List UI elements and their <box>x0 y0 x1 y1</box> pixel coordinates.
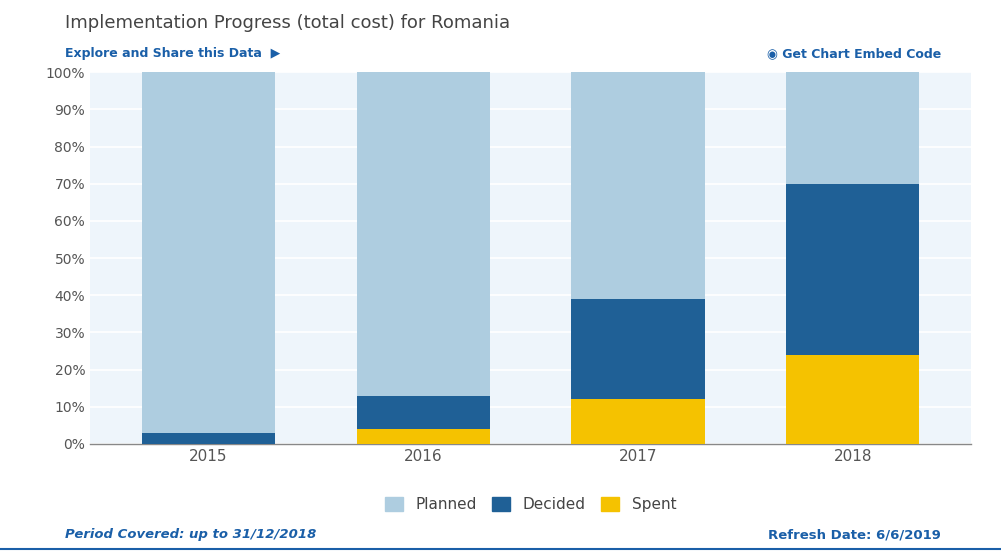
Bar <box>142 433 275 444</box>
Text: ◉ Get Chart Embed Code: ◉ Get Chart Embed Code <box>767 47 941 60</box>
Bar <box>572 400 705 444</box>
Bar <box>786 184 919 444</box>
Bar <box>356 396 489 444</box>
Text: Implementation Progress (total cost) for Romania: Implementation Progress (total cost) for… <box>65 14 511 32</box>
Text: Explore and Share this Data  ▶: Explore and Share this Data ▶ <box>65 47 280 60</box>
Bar <box>572 72 705 444</box>
Bar <box>786 72 919 444</box>
Bar <box>786 355 919 444</box>
Bar <box>142 72 275 444</box>
Bar <box>356 429 489 444</box>
Bar <box>572 299 705 444</box>
Text: Refresh Date: 6/6/2019: Refresh Date: 6/6/2019 <box>768 528 941 541</box>
Text: Period Covered: up to 31/12/2018: Period Covered: up to 31/12/2018 <box>65 528 316 541</box>
Legend: Planned, Decided, Spent: Planned, Decided, Spent <box>378 491 683 518</box>
Bar <box>356 72 489 444</box>
